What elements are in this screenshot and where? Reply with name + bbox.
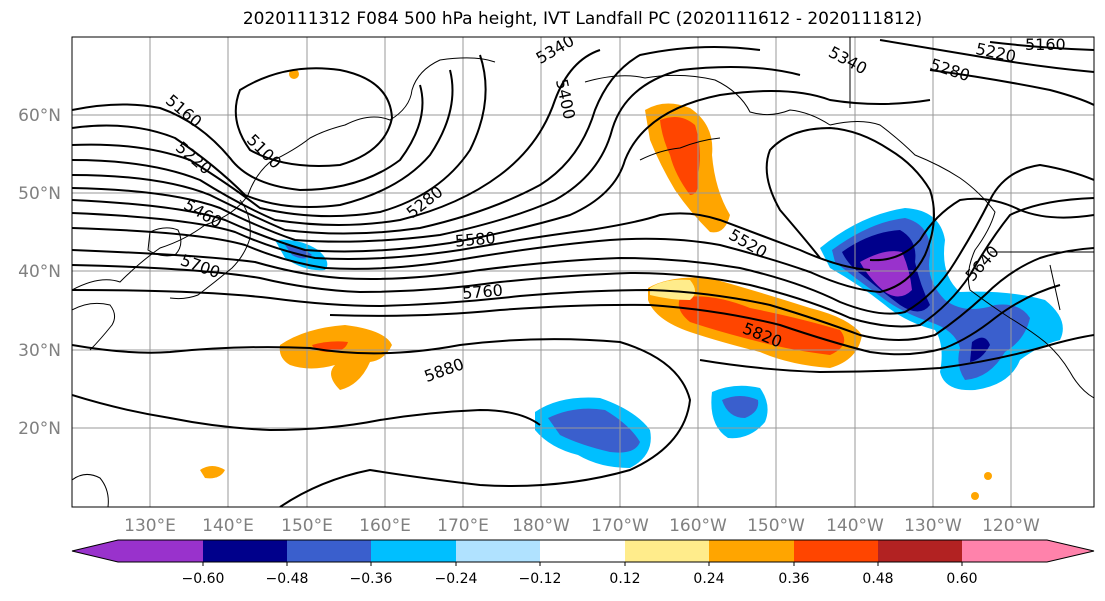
colorbar-tick-label: 0.36 [778,571,809,587]
colorbar-segment [878,540,962,562]
negative-anomaly-hawaii-2 [722,396,759,418]
colorbar: −0.60 −0.48 −0.36 −0.24 −0.12 0.12 0.24 … [71,539,1095,587]
contour-5880 [72,338,692,507]
longitude-labels: 130°E 140°E 150°E 160°E 170°E 180°W 170°… [124,516,1040,536]
colorbar-tick-label: 0.60 [946,571,977,587]
coastlines [72,37,1094,507]
positive-anomaly-small-3 [971,492,979,500]
colorbar-segment [709,540,794,562]
contour-5460 [72,90,931,253]
colorbar-segment [794,540,878,562]
positive-anomaly-small-1 [200,466,225,479]
colorbar-segment [456,540,540,562]
lon-label: 180°W [512,516,570,536]
contour-label: 5580 [454,228,496,250]
colorbar-tick-label: 0.12 [609,571,640,587]
contour-5160 [72,84,424,192]
lon-label: 170°W [591,516,649,536]
contour-5700 [72,163,1094,315]
positive-anomaly-small-2 [289,69,299,79]
positive-anomaly-subtropical-2 [678,296,845,355]
colorbar-segment [72,540,203,562]
contour-5220 [72,69,454,209]
contour-5640 [869,197,1094,262]
lon-label: 140°E [202,516,254,536]
colorbar-tick-label: 0.48 [862,571,893,587]
ivt-shading [200,69,1063,500]
graticule [72,37,1094,507]
lon-label: 130°E [124,516,176,536]
map-title: 2020111312 F084 500 hPa height, IVT Land… [242,9,923,29]
colorbar-segment [962,540,1094,562]
lat-label: 20°N [18,419,61,439]
lon-label: 160°E [359,516,411,536]
colorbar-segment [540,540,625,562]
positive-anomaly-west-pacific [279,325,392,390]
lon-label: 120°W [982,516,1040,536]
contour-5760 [72,247,1094,341]
lon-label: 160°W [669,516,727,536]
map-plot-area: 5160 5100 5220 5460 5700 5280 5340 5400 … [72,35,1094,507]
lat-label: 60°N [18,106,61,126]
contour-5820 [329,284,1061,356]
contour-5580 [72,126,935,294]
colorbar-tick-label: −0.24 [435,571,478,587]
lat-label: 50°N [18,184,61,204]
colorbar-tick-labels: −0.60 −0.48 −0.36 −0.24 −0.12 0.12 0.24 … [182,571,978,587]
colorbar-segment [287,540,371,562]
colorbar-tick-label: −0.12 [519,571,562,587]
colorbar-tick-label: −0.48 [266,571,309,587]
positive-anomaly-subtropical-3 [650,279,695,300]
colorbar-tick-label: 0.24 [693,571,724,587]
lon-label: 150°E [281,516,333,536]
positive-anomaly-small-4 [984,472,992,480]
colorbar-ticks [202,562,963,566]
lat-label: 30°N [18,341,61,361]
colorbar-segment [625,540,709,562]
lat-label: 40°N [18,262,61,282]
latitude-labels: 60°N 50°N 40°N 30°N 20°N [18,106,61,439]
negative-anomaly-central-pacific-2 [548,408,640,453]
map-frame [71,36,1095,508]
colorbar-tick-label: −0.60 [182,571,225,587]
contour-label: 5760 [461,280,503,302]
colorbar-outline [71,539,1095,563]
lon-label: 170°E [437,516,489,536]
contour-label: 5160 [1025,35,1066,54]
contour-5280 [72,49,601,226]
colorbar-segment [203,540,287,562]
lon-label: 150°W [747,516,805,536]
colorbar-segments [71,539,1095,563]
lon-label: 130°W [904,516,962,536]
lon-label: 140°W [826,516,884,536]
height-contours [72,39,1094,507]
colorbar-segment [371,540,456,562]
contour-5100 [234,67,394,167]
positive-anomaly-alaska-2 [660,116,700,195]
colorbar-tick-label: −0.36 [350,571,393,587]
